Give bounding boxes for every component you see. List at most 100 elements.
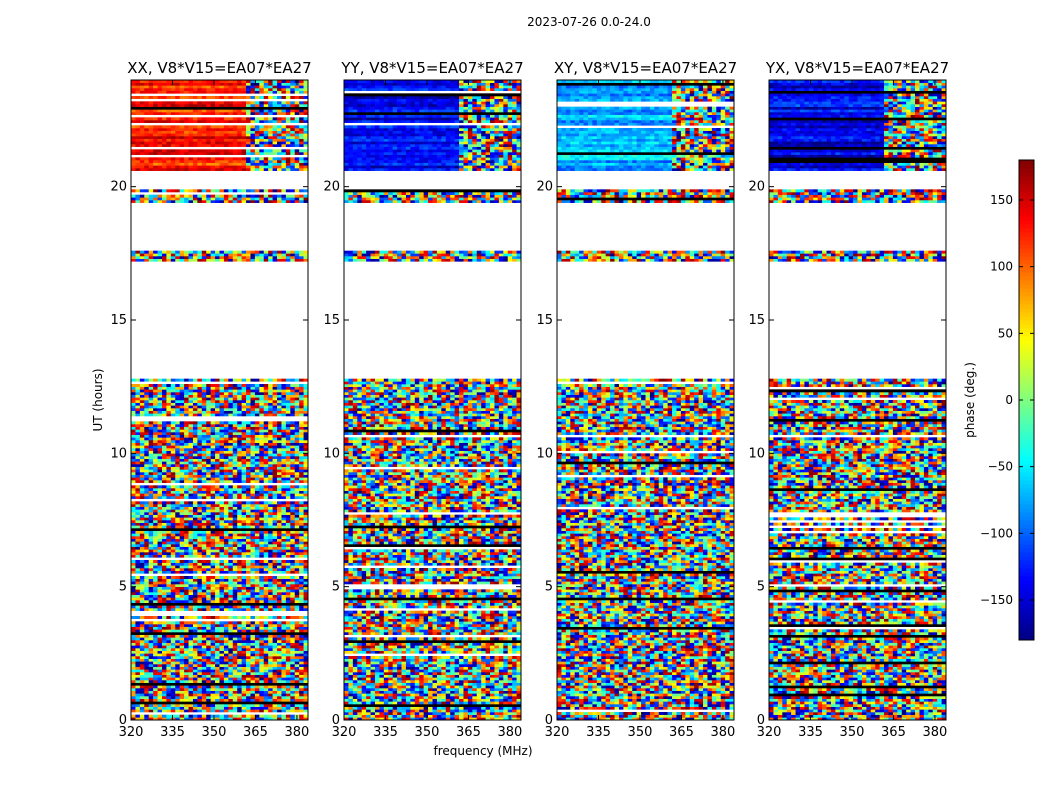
heatmap-cell: [219, 669, 225, 673]
heatmap-cell: [299, 400, 304, 403]
heatmap-cell: [290, 480, 296, 483]
heatmap-cell: [246, 466, 251, 470]
heatmap-cell: [201, 485, 207, 489]
heatmap-cell: [303, 477, 309, 481]
heatmap-cell: [206, 474, 211, 478]
heatmap-cell: [259, 442, 265, 446]
heatmap-cell: [148, 552, 154, 555]
heatmap-cell: [285, 378, 291, 382]
heatmap-cell: [197, 656, 203, 659]
heatmap-cell: [201, 664, 207, 667]
heatmap-cell: [206, 616, 211, 619]
heatmap-cell: [281, 450, 287, 454]
heatmap-cell: [223, 450, 229, 454]
heatmap-cell: [131, 658, 136, 662]
heatmap-cell: [223, 616, 229, 619]
heatmap-cell: [250, 256, 256, 259]
heatmap-cell: [241, 597, 247, 601]
heatmap-cell: [210, 672, 216, 675]
heatmap-cell: [188, 541, 194, 545]
heatmap-cell: [254, 536, 260, 539]
heatmap-cell: [188, 400, 194, 403]
heatmap-cell: [299, 600, 304, 603]
heatmap-cell: [206, 672, 211, 675]
heatmap-cell: [259, 477, 265, 481]
heatmap-cell: [254, 445, 260, 449]
heatmap-cell: [197, 554, 203, 558]
heatmap-cell: [237, 592, 242, 595]
heatmap-cell: [170, 514, 176, 518]
heatmap-cell: [254, 677, 260, 681]
heatmap-cell: [250, 546, 256, 550]
heatmap-cell: [246, 378, 251, 382]
heatmap-cell: [131, 549, 136, 553]
heatmap-cell: [166, 600, 172, 603]
heatmap-cell: [219, 549, 225, 553]
heatmap-cell: [179, 554, 185, 558]
heatmap-cell: [219, 546, 225, 550]
heatmap-cell: [197, 586, 203, 590]
heatmap-cell: [254, 578, 260, 582]
heatmap-cell: [215, 426, 220, 430]
heatmap-cell: [254, 506, 260, 510]
heatmap-cell: [131, 448, 136, 451]
heatmap-cell: [215, 552, 220, 555]
heatmap-cell: [246, 189, 251, 193]
heatmap-cell: [303, 560, 309, 563]
heatmap-cell: [184, 517, 189, 521]
heatmap-cell: [299, 544, 304, 547]
heatmap-cell: [281, 165, 287, 169]
heatmap-cell: [197, 594, 203, 598]
heatmap-cell: [139, 560, 145, 563]
heatmap-cell: [184, 424, 189, 427]
heatmap-cell: [277, 664, 282, 667]
heatmap-cell: [210, 434, 216, 438]
heatmap-cell: [259, 405, 265, 409]
heatmap-cell: [250, 549, 256, 553]
heatmap-cell: [285, 533, 291, 537]
heatmap-cell: [192, 666, 198, 670]
heatmap-cell: [188, 405, 194, 409]
heatmap-cell: [277, 653, 282, 657]
heatmap-cell: [166, 469, 172, 473]
heatmap-cell: [250, 429, 256, 433]
heatmap-cell: [223, 666, 229, 670]
heatmap-cell: [241, 714, 247, 718]
heatmap-cell: [170, 656, 176, 659]
heatmap-cell: [192, 250, 198, 254]
heatmap-cell: [303, 637, 309, 641]
heatmap-cell: [237, 704, 242, 707]
heatmap-cell: [166, 538, 172, 542]
heatmap-cell: [250, 189, 256, 193]
heatmap-cell: [281, 378, 287, 382]
heatmap-cell: [263, 544, 269, 547]
heatmap-cell: [250, 685, 256, 689]
heatmap-cell: [161, 717, 167, 721]
heatmap-cell: [166, 194, 172, 198]
heatmap-cell: [228, 450, 234, 454]
heatmap-cell: [281, 680, 287, 683]
heatmap-cell: [179, 664, 185, 667]
heatmap-cell: [223, 509, 229, 513]
heatmap-cell: [241, 389, 247, 393]
heatmap-cell: [232, 541, 238, 545]
heatmap-cell: [131, 509, 136, 513]
heatmap-cell: [294, 650, 300, 654]
heatmap-cell: [277, 658, 282, 662]
heatmap-cell: [161, 389, 167, 393]
heatmap-cell: [272, 709, 278, 713]
heatmap-cell: [197, 605, 203, 609]
heatmap-cell: [246, 549, 251, 553]
heatmap-cell: [161, 394, 167, 398]
heatmap-cell: [237, 584, 242, 587]
heatmap-cell: [135, 554, 141, 558]
heatmap-cell: [259, 661, 265, 665]
heatmap-cell: [277, 448, 282, 451]
heatmap-cell: [153, 584, 158, 587]
heatmap-cell: [148, 250, 154, 254]
heatmap-cell: [254, 709, 260, 713]
heatmap-cell: [206, 600, 211, 603]
heatmap-cell: [250, 506, 256, 510]
heatmap-cell: [188, 429, 194, 433]
heatmap-cell: [241, 538, 247, 542]
